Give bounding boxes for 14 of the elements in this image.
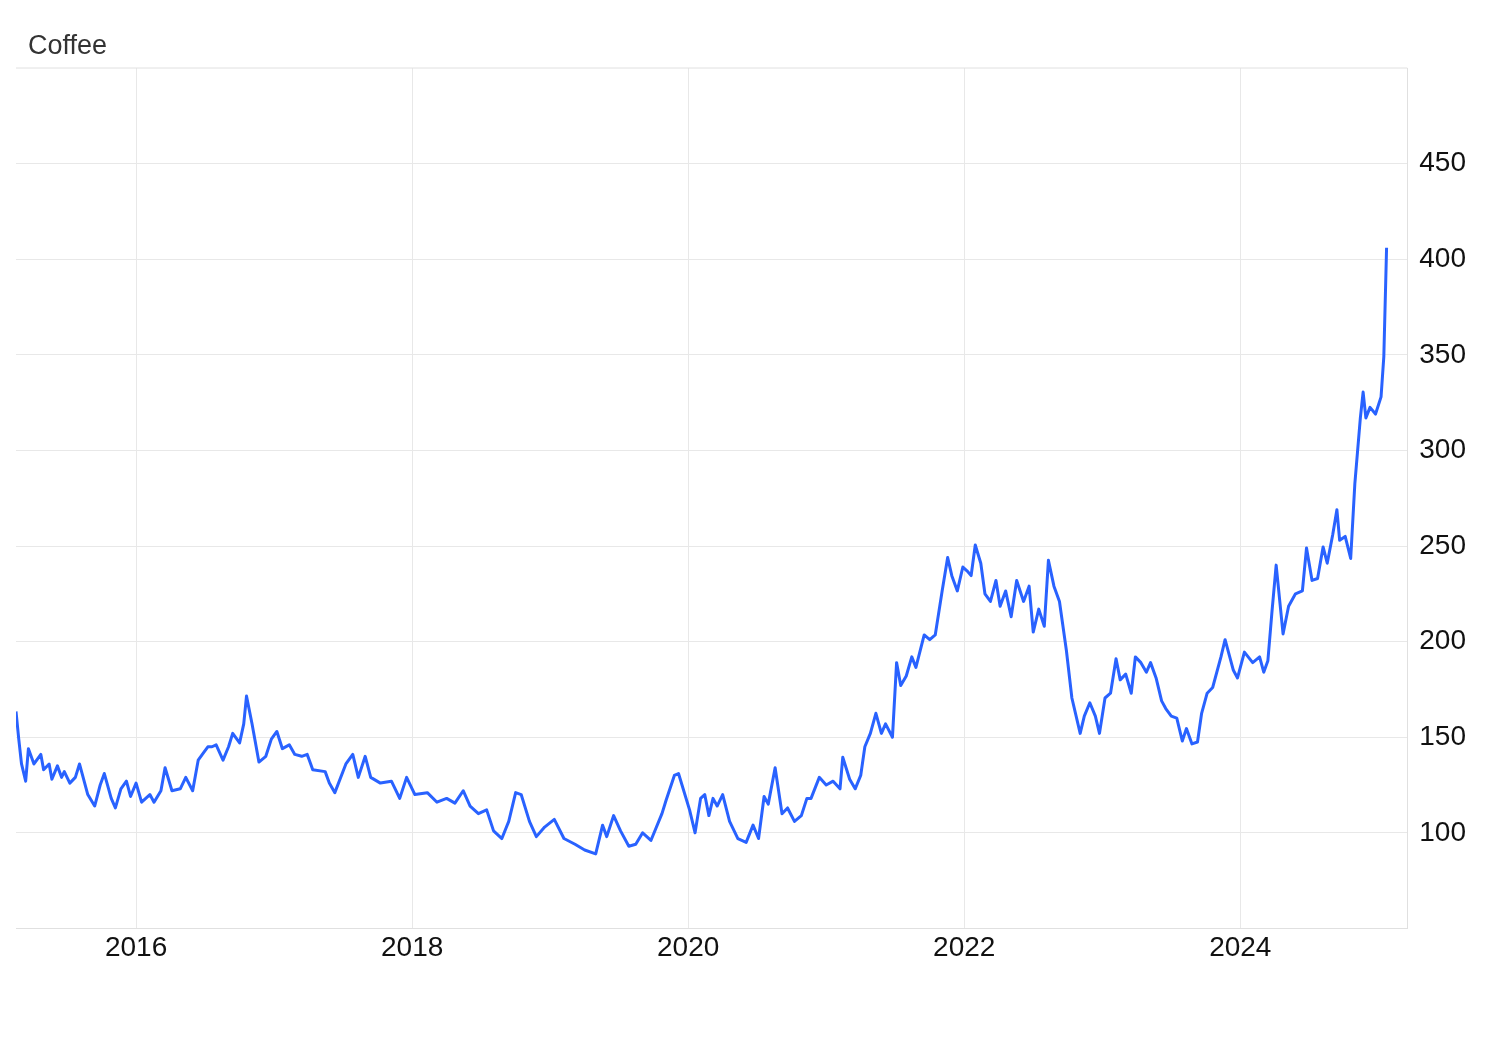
chart-title: Coffee bbox=[28, 30, 108, 61]
x-tick-label: 2018 bbox=[380, 930, 444, 962]
y-tick-label: 150 bbox=[1419, 719, 1466, 751]
y-tick-label: 250 bbox=[1419, 528, 1466, 560]
x-tick-label: 2016 bbox=[104, 930, 168, 962]
x-tick-label: 2022 bbox=[933, 930, 996, 962]
y-tick-label: 300 bbox=[1419, 433, 1466, 465]
x-tick-label: 2020 bbox=[657, 930, 720, 962]
y-tick-label: 450 bbox=[1419, 146, 1466, 178]
y-tick-label: 100 bbox=[1419, 815, 1466, 847]
y-tick-label: 200 bbox=[1419, 624, 1466, 656]
y-tick-label: 350 bbox=[1419, 337, 1466, 369]
y-tick-label: 400 bbox=[1419, 241, 1466, 273]
x-tick-label: 2024 bbox=[1209, 930, 1272, 962]
